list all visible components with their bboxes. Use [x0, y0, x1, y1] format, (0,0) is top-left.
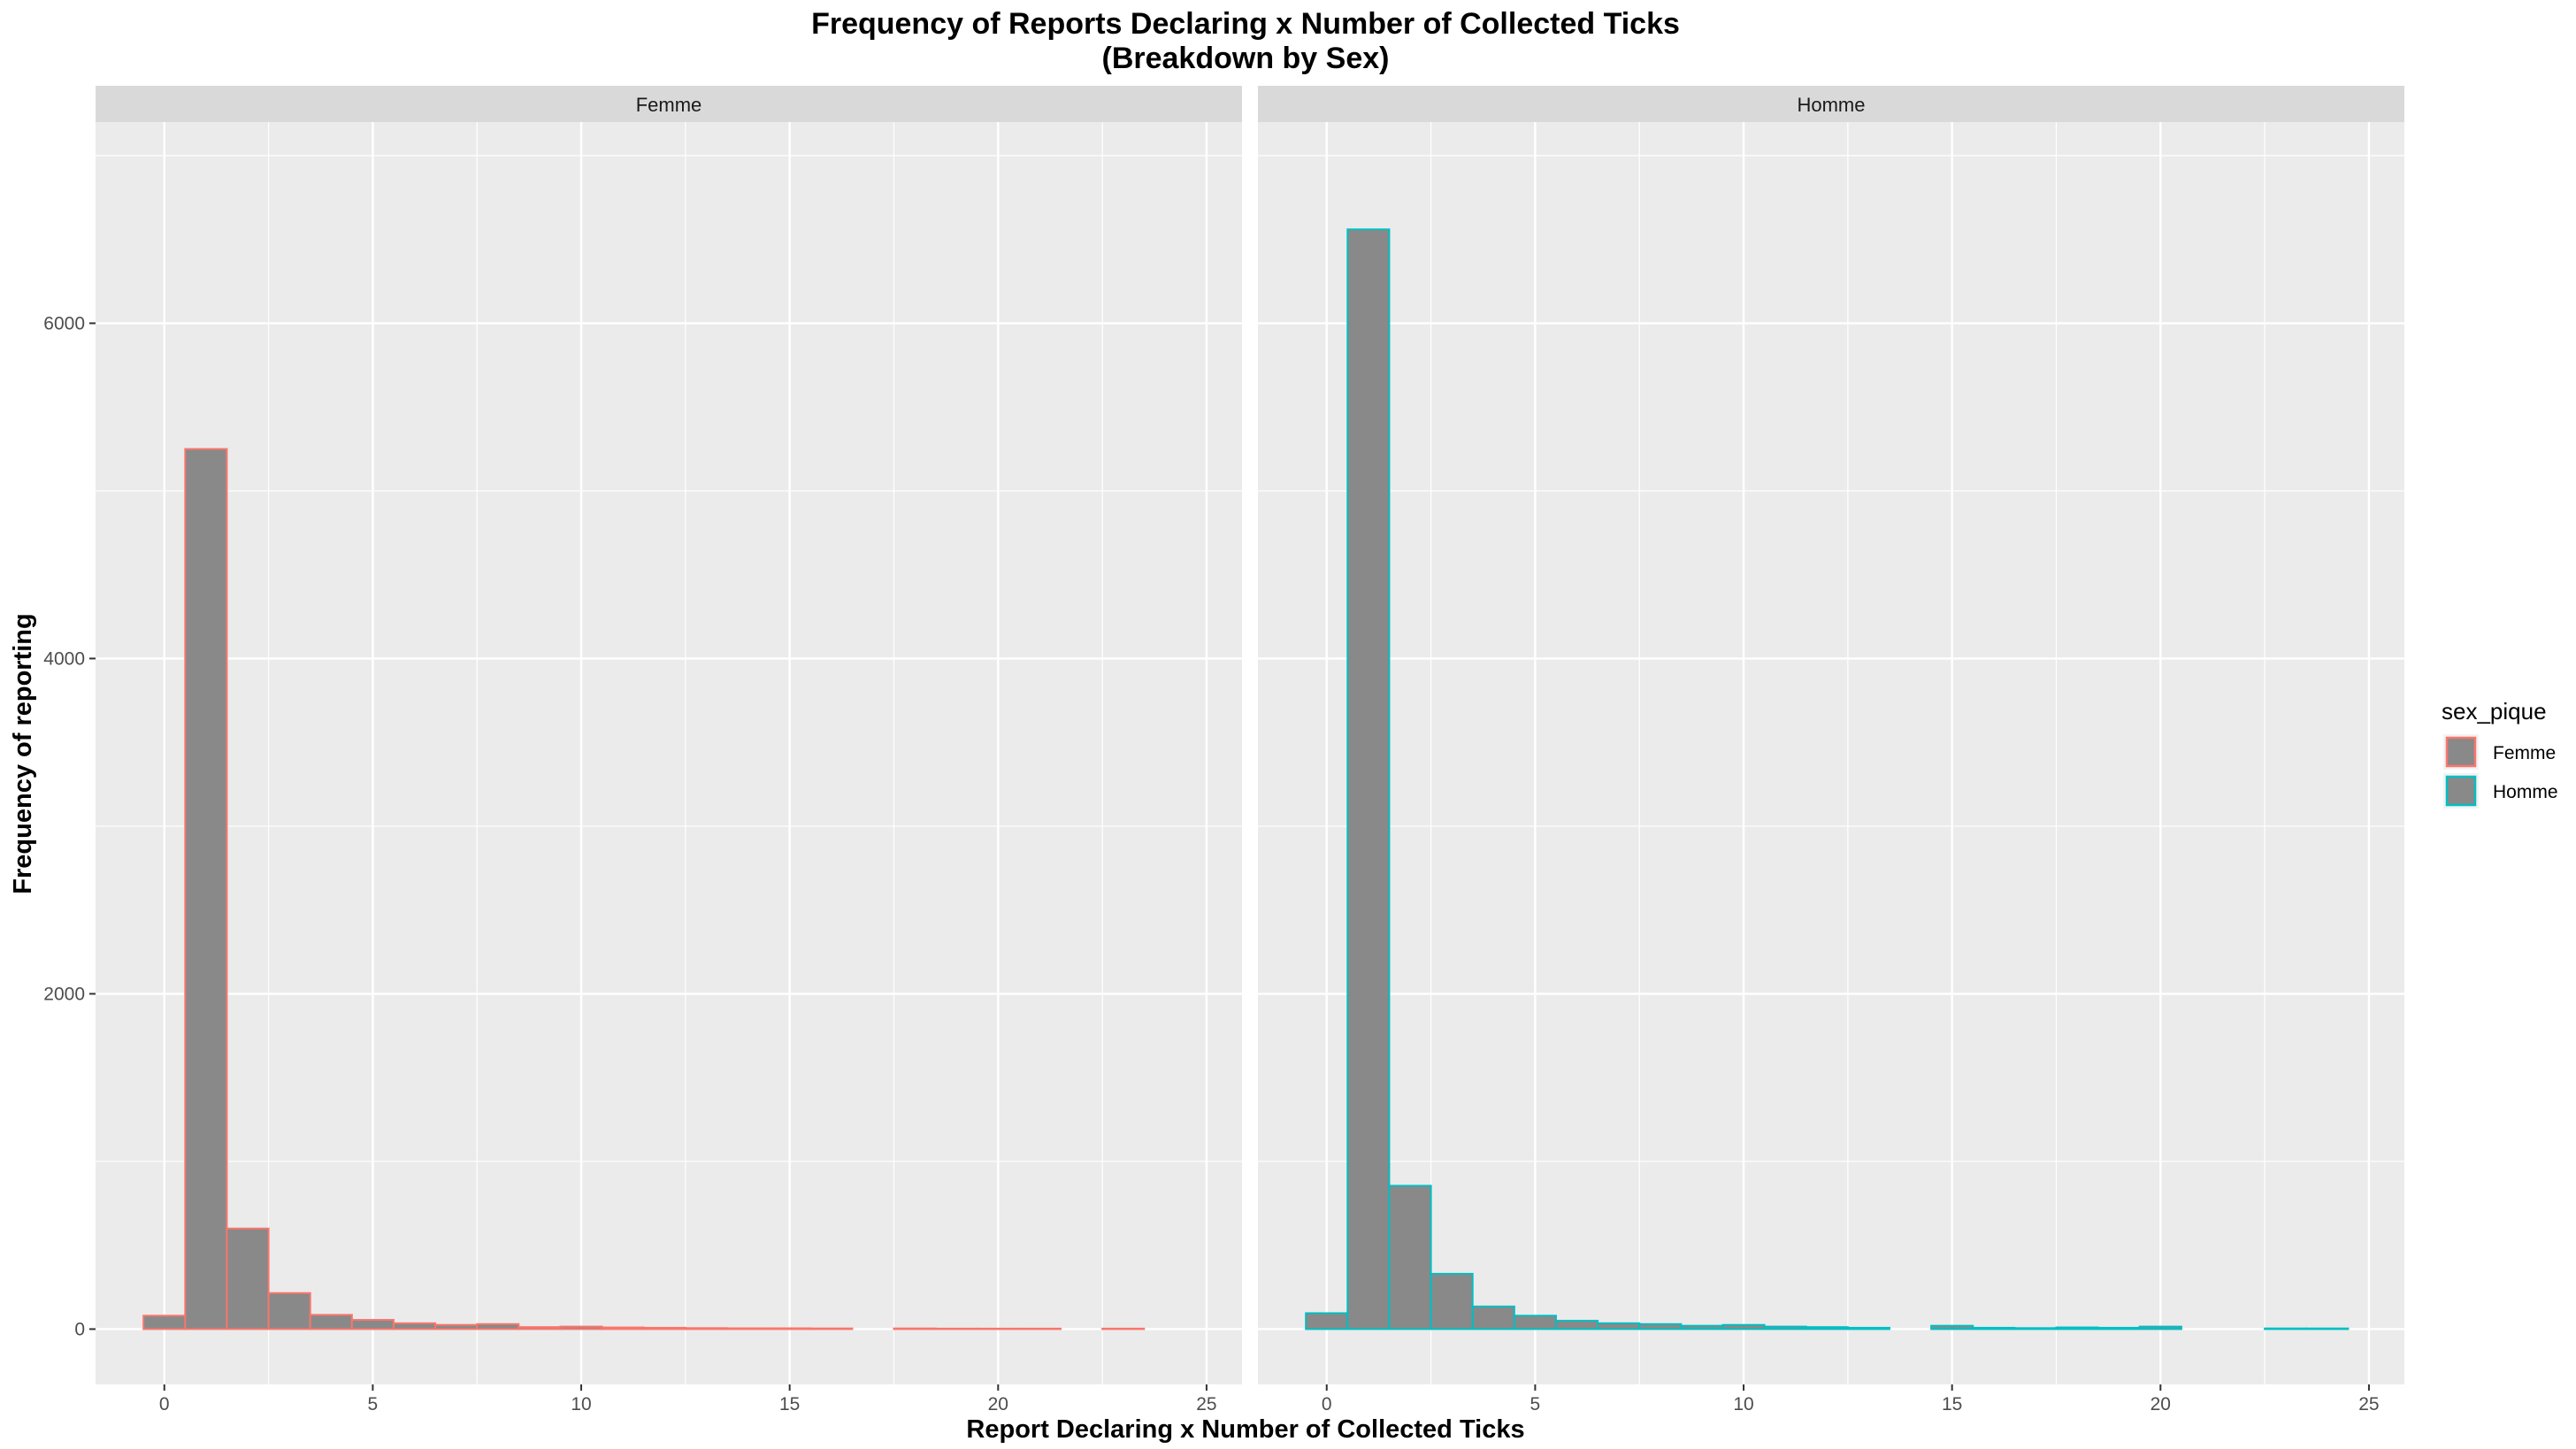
panel-femme: Femme 0 5 10 15 20 25 0 2000 4000 6000 [43, 86, 1242, 1414]
bar-homme-20 [2138, 1325, 2182, 1330]
x-tick-label: 0 [159, 1394, 170, 1414]
bar-homme-1 [1346, 228, 1391, 1330]
bar-femme-12 [642, 1326, 686, 1330]
bar-femme-4 [309, 1314, 353, 1330]
bar-homme-11 [1763, 1325, 1807, 1330]
bar-homme-15 [1930, 1324, 1974, 1330]
bar-homme-23 [2264, 1327, 2308, 1330]
facet-strip-label: Femme [636, 94, 702, 116]
facet-strip-label: Homme [1797, 94, 1865, 116]
bar-femme-23 [1101, 1327, 1146, 1330]
bar-homme-6 [1554, 1319, 1599, 1330]
x-tick-label: 20 [2150, 1394, 2171, 1414]
legend: sex_pique Femme Homme [2442, 698, 2558, 809]
chart-title: Frequency of Reports Declaring x Number … [811, 7, 1680, 41]
bar-femme-11 [601, 1326, 645, 1330]
y-tick-label: 6000 [43, 313, 85, 334]
bar-femme-9 [518, 1326, 562, 1330]
facet-strip [96, 86, 1242, 122]
bar-homme-17 [2013, 1327, 2058, 1330]
legend-title: sex_pique [2442, 698, 2547, 724]
x-tick-label: 25 [1196, 1394, 1216, 1414]
bar-homme-13 [1846, 1326, 1890, 1330]
x-tick-label: 15 [1942, 1394, 1962, 1414]
legend-key-swatch [2445, 736, 2477, 768]
bar-femme-14 [725, 1327, 770, 1330]
bar-homme-10 [1721, 1323, 1766, 1330]
x-axis-title: Report Declaring x Number of Collected T… [966, 1415, 1524, 1444]
bar-homme-19 [2097, 1326, 2141, 1330]
bar-femme-18 [893, 1327, 937, 1330]
x-tick-label: 25 [2358, 1394, 2379, 1414]
legend-item-femme: Femme [2443, 734, 2556, 770]
panel-background [96, 122, 1242, 1384]
bar-femme-1 [184, 448, 228, 1330]
x-tick-label: 5 [368, 1394, 379, 1414]
legend-label: Homme [2493, 782, 2558, 802]
bar-femme-7 [434, 1323, 479, 1330]
facet-strip [1258, 86, 2404, 122]
bar-femme-20 [976, 1327, 1020, 1330]
x-tick-label: 0 [1322, 1394, 1332, 1414]
bar-femme-21 [1017, 1327, 1062, 1330]
bar-femme-5 [350, 1319, 395, 1330]
bar-homme-3 [1430, 1272, 1474, 1330]
x-tick-label: 5 [1530, 1394, 1541, 1414]
legend-item-homme: Homme [2443, 773, 2558, 809]
bar-femme-13 [684, 1327, 728, 1330]
legend-label: Femme [2493, 743, 2556, 763]
bar-femme-16 [809, 1327, 854, 1330]
bar-femme-3 [267, 1292, 311, 1330]
bar-homme-4 [1471, 1305, 1515, 1330]
bar-homme-7 [1597, 1322, 1641, 1330]
bar-femme-8 [476, 1322, 520, 1330]
chart-subtitle: (Breakdown by Sex) [1102, 42, 1390, 75]
panel-homme: Homme 0 5 10 15 20 25 [1258, 86, 2404, 1414]
x-tick-label: 10 [571, 1394, 591, 1414]
bar-homme-9 [1680, 1324, 1724, 1330]
bar-femme-2 [226, 1227, 270, 1330]
bar-homme-12 [1805, 1326, 1849, 1330]
y-axis-title: Frequency of reporting [9, 613, 37, 893]
legend-key-swatch [2445, 775, 2477, 807]
y-tick-label: 2000 [43, 984, 85, 1004]
bar-homme-24 [2305, 1327, 2350, 1330]
bar-femme-0 [142, 1315, 187, 1330]
bar-homme-5 [1513, 1315, 1557, 1330]
bar-femme-15 [768, 1327, 812, 1330]
bar-homme-18 [2055, 1326, 2099, 1330]
bar-femme-19 [934, 1327, 978, 1330]
y-tick-label: 0 [74, 1319, 85, 1339]
bar-homme-8 [1638, 1322, 1683, 1330]
panel-background [1258, 122, 2404, 1384]
bar-homme-16 [1972, 1326, 2016, 1330]
x-tick-label: 15 [779, 1394, 800, 1414]
bar-femme-10 [559, 1325, 603, 1330]
bar-femme-6 [392, 1322, 437, 1330]
x-tick-label: 10 [1733, 1394, 1753, 1414]
x-tick-label: 20 [988, 1394, 1008, 1414]
bar-homme-2 [1388, 1184, 1432, 1330]
y-tick-label: 4000 [43, 648, 85, 669]
bar-homme-0 [1305, 1312, 1349, 1330]
